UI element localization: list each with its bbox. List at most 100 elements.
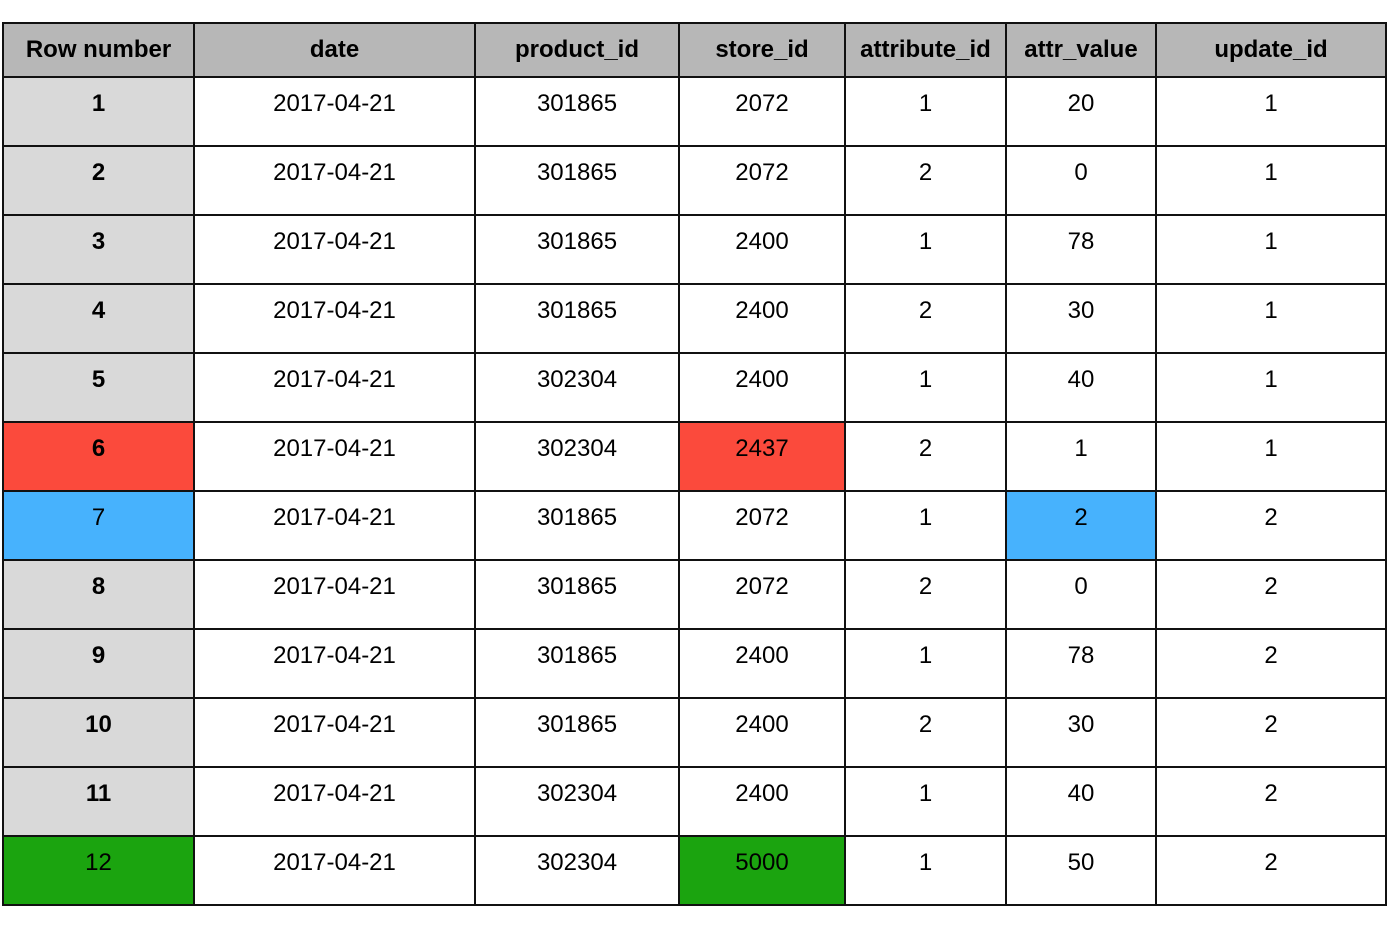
table-row: 5 2017-04-21 302304 2400 1 40 1 — [2, 352, 1387, 423]
table-row: 11 2017-04-21 302304 2400 1 40 2 — [2, 766, 1387, 837]
table-cell: 2017-04-21 — [193, 559, 476, 630]
table-cell: 2017-04-21 — [193, 145, 476, 216]
table-row: 9 2017-04-21 301865 2400 1 78 2 — [2, 628, 1387, 699]
row-number-cell: 10 — [2, 697, 195, 768]
table-cell: 5000 — [678, 835, 846, 906]
table-cell: 302304 — [474, 352, 680, 423]
column-header: attribute_id — [844, 22, 1007, 78]
table-cell: 1 — [844, 766, 1007, 837]
table-cell: 2 — [1155, 835, 1387, 906]
table-cell: 0 — [1005, 559, 1157, 630]
table-cell: 2400 — [678, 283, 846, 354]
table-cell: 1 — [844, 352, 1007, 423]
table-cell: 2 — [1155, 559, 1387, 630]
table-body: 1 2017-04-21 301865 2072 1 20 1 2 2017-04-21 3018… — [2, 76, 1387, 906]
row-number-cell: 2 — [2, 145, 195, 216]
table-cell: 2400 — [678, 697, 846, 768]
table-cell: 2 — [1005, 490, 1157, 561]
column-header: update_id — [1155, 22, 1387, 78]
table-cell: 2 — [844, 421, 1007, 492]
table-cell: 301865 — [474, 145, 680, 216]
table-cell: 301865 — [474, 214, 680, 285]
table-row: 2 2017-04-21 301865 2072 2 0 1 — [2, 145, 1387, 216]
table-cell: 301865 — [474, 559, 680, 630]
table-cell: 2017-04-21 — [193, 628, 476, 699]
table-cell: 2 — [1155, 766, 1387, 837]
table-cell: 2400 — [678, 352, 846, 423]
table-row: 1 2017-04-21 301865 2072 1 20 1 — [2, 76, 1387, 147]
table-cell: 2072 — [678, 76, 846, 147]
table-cell: 2017-04-21 — [193, 76, 476, 147]
table-cell: 2 — [844, 283, 1007, 354]
table-cell: 2017-04-21 — [193, 835, 476, 906]
table-cell: 2 — [1155, 628, 1387, 699]
table-cell: 2400 — [678, 628, 846, 699]
table-cell: 2437 — [678, 421, 846, 492]
table-cell: 1 — [1155, 145, 1387, 216]
row-number-cell: 6 — [2, 421, 195, 492]
table-cell: 1 — [844, 76, 1007, 147]
table-cell: 2017-04-21 — [193, 697, 476, 768]
table-cell: 302304 — [474, 766, 680, 837]
table-cell: 40 — [1005, 766, 1157, 837]
table-cell: 0 — [1005, 145, 1157, 216]
table-row: 8 2017-04-21 301865 2072 2 0 2 — [2, 559, 1387, 630]
table-cell: 2017-04-21 — [193, 490, 476, 561]
table-cell: 301865 — [474, 697, 680, 768]
table-cell: 40 — [1005, 352, 1157, 423]
table-cell: 2 — [844, 145, 1007, 216]
table-cell: 301865 — [474, 283, 680, 354]
table-cell: 1 — [844, 490, 1007, 561]
table-cell: 1 — [844, 214, 1007, 285]
table-row: 7 2017-04-21 301865 2072 1 2 2 — [2, 490, 1387, 561]
table-cell: 2 — [1155, 697, 1387, 768]
table-cell: 302304 — [474, 835, 680, 906]
table-cell: 301865 — [474, 76, 680, 147]
table-row: 10 2017-04-21 301865 2400 2 30 2 — [2, 697, 1387, 768]
table-cell: 301865 — [474, 490, 680, 561]
table-cell: 2017-04-21 — [193, 214, 476, 285]
table-cell: 1 — [1005, 421, 1157, 492]
table-cell: 1 — [844, 628, 1007, 699]
table-cell: 20 — [1005, 76, 1157, 147]
table-cell: 78 — [1005, 628, 1157, 699]
table-cell: 2017-04-21 — [193, 283, 476, 354]
table-cell: 1 — [844, 835, 1007, 906]
table-cell: 1 — [1155, 352, 1387, 423]
row-number-cell: 9 — [2, 628, 195, 699]
table-cell: 2017-04-21 — [193, 766, 476, 837]
row-number-cell: 1 — [2, 76, 195, 147]
row-number-cell: 8 — [2, 559, 195, 630]
row-number-cell: 11 — [2, 766, 195, 837]
column-header: product_id — [474, 22, 680, 78]
table-cell: 2400 — [678, 214, 846, 285]
table-cell: 2072 — [678, 145, 846, 216]
table-cell: 1 — [1155, 214, 1387, 285]
table-row: 12 2017-04-21 302304 5000 1 50 2 — [2, 835, 1387, 906]
table-cell: 1 — [1155, 283, 1387, 354]
column-header: date — [193, 22, 476, 78]
column-header: Row number — [2, 22, 195, 78]
table-cell: 2400 — [678, 766, 846, 837]
table-cell: 2 — [844, 697, 1007, 768]
table-cell: 30 — [1005, 283, 1157, 354]
table-row: 6 2017-04-21 302304 2437 2 1 1 — [2, 421, 1387, 492]
table-cell: 1 — [1155, 76, 1387, 147]
column-header: attr_value — [1005, 22, 1157, 78]
row-number-cell: 7 — [2, 490, 195, 561]
table-cell: 1 — [1155, 421, 1387, 492]
table-cell: 30 — [1005, 697, 1157, 768]
row-number-cell: 4 — [2, 283, 195, 354]
table-row: 3 2017-04-21 301865 2400 1 78 1 — [2, 214, 1387, 285]
table-cell: 2017-04-21 — [193, 421, 476, 492]
table-container: Row number date product_id store_id attribut… — [2, 22, 1387, 906]
table-cell: 2072 — [678, 559, 846, 630]
row-number-cell: 3 — [2, 214, 195, 285]
table-cell: 2072 — [678, 490, 846, 561]
row-number-cell: 12 — [2, 835, 195, 906]
row-number-cell: 5 — [2, 352, 195, 423]
table-cell: 50 — [1005, 835, 1157, 906]
table-cell: 301865 — [474, 628, 680, 699]
table-cell: 302304 — [474, 421, 680, 492]
table-cell: 2 — [1155, 490, 1387, 561]
